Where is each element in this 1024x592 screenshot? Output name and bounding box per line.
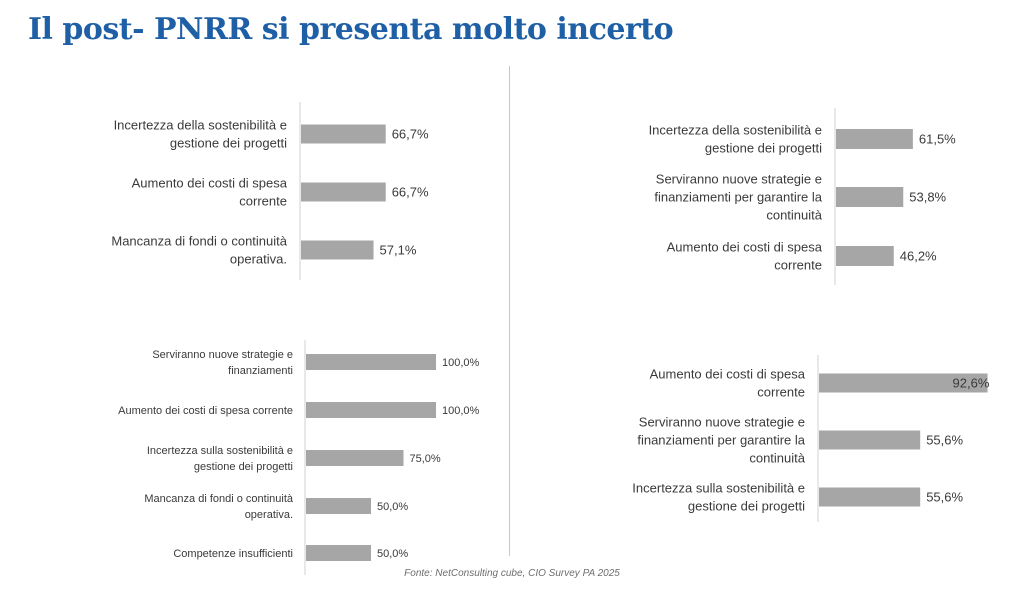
value-label: 55,6% (926, 490, 963, 505)
page-title: Il post- PNRR si presenta molto incerto (28, 12, 674, 47)
bar (836, 246, 894, 266)
category-label: Mancanza di fondi o continuità operativa. (144, 493, 293, 521)
bar (306, 450, 404, 466)
category-label: Serviranno nuove strategie e finanziament… (637, 415, 805, 466)
value-label: 50,0% (377, 501, 408, 513)
value-label: 100,0% (442, 405, 480, 417)
value-label: 100,0% (442, 357, 480, 369)
category-label: Incertezza della sostenibilità e gestione… (649, 123, 823, 156)
bar (836, 187, 904, 207)
panel-divider (509, 66, 510, 556)
value-label: 55,6% (926, 433, 963, 448)
value-label: 61,5% (919, 132, 956, 147)
value-label: 50,0% (377, 548, 408, 560)
category-label: Competenze insufficienti (173, 548, 293, 560)
bar (836, 129, 913, 149)
category-label: Mancanza di fondi o continuità operativa. (111, 234, 287, 267)
bar (306, 354, 436, 370)
bar (819, 430, 921, 450)
value-label: 46,2% (900, 249, 937, 264)
category-label: Serviranno nuove strategie e finanziament… (654, 172, 822, 223)
value-label: 66,7% (392, 127, 429, 142)
bar (301, 124, 386, 144)
bar (819, 373, 988, 393)
bar (306, 545, 371, 561)
value-label: 53,8% (909, 190, 946, 205)
category-label: Incertezza sulla sostenibilità e gestione… (147, 445, 293, 473)
category-label: Aumento dei costi di spesa corrente (132, 176, 288, 209)
value-label: 57,1% (380, 243, 417, 258)
bar (306, 498, 371, 514)
value-label: 66,7% (392, 185, 429, 200)
bar (819, 487, 921, 507)
bar (301, 240, 374, 260)
category-label: Aumento dei costi di spesa corrente (650, 367, 806, 400)
bar (306, 402, 436, 418)
bar (301, 182, 386, 202)
value-label: 75,0% (410, 453, 441, 465)
category-label: Serviranno nuove strategie e finanziament… (152, 349, 293, 377)
category-label: Aumento dei costi di spesa corrente (667, 240, 823, 273)
category-label: Incertezza sulla sostenibilità e gestione… (632, 481, 805, 514)
category-label: Incertezza della sostenibilità e gestione… (114, 118, 288, 151)
category-label: Aumento dei costi di spesa corrente (118, 405, 293, 417)
value-label: 92,6% (953, 376, 990, 391)
source-note: Fonte: NetConsulting cube, CIO Survey PA… (404, 568, 620, 579)
